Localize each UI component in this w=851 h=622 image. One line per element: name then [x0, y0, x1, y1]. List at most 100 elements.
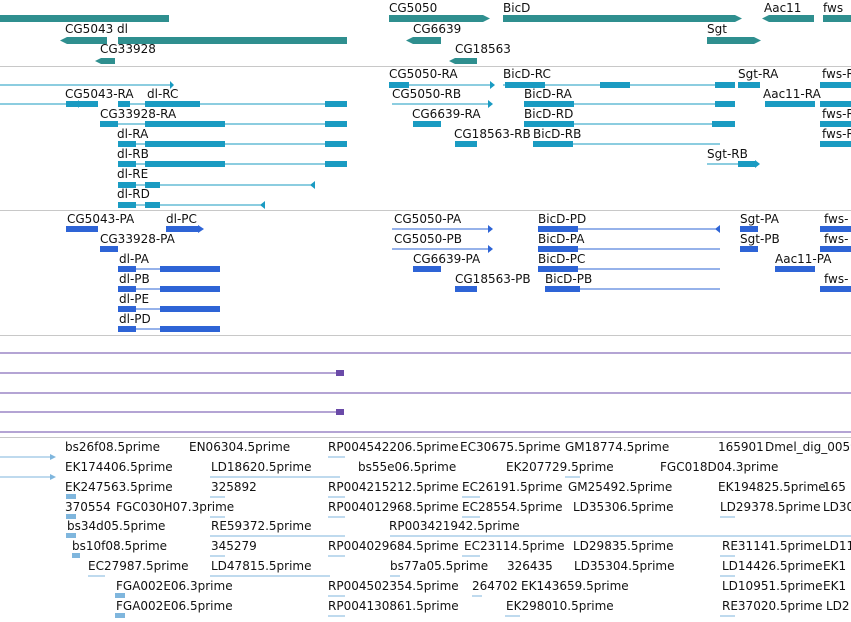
- est-label[interactable]: 326435: [507, 559, 553, 573]
- protein-label[interactable]: dl-PA: [119, 252, 149, 266]
- est-label[interactable]: bs10f08.5prime: [72, 539, 168, 553]
- est-label[interactable]: EK207729.5prime: [506, 460, 614, 474]
- est-label[interactable]: RE31141.5prime: [722, 539, 823, 553]
- gene-label[interactable]: fws: [823, 1, 844, 15]
- est-label[interactable]: LD30: [823, 500, 851, 514]
- est-label[interactable]: EK194825.5prime: [718, 480, 826, 494]
- est-label[interactable]: GM25492.5prime: [568, 480, 673, 494]
- est-label[interactable]: LD29835.5prime: [573, 539, 674, 553]
- est-label[interactable]: EK1: [823, 579, 847, 593]
- transcript-label[interactable]: CG6639-RA: [412, 107, 481, 121]
- protein-label[interactable]: BicD-PD: [538, 212, 587, 226]
- est-label[interactable]: RP004542206.5prime: [328, 440, 459, 454]
- protein-label[interactable]: CG5043-PA: [67, 212, 135, 226]
- est-label[interactable]: Dmel_dig_0059: [765, 440, 851, 454]
- est-label[interactable]: LD18620.5prime: [211, 460, 312, 474]
- est-label[interactable]: EC27987.5prime: [88, 559, 189, 573]
- gene-label[interactable]: CG18563: [455, 42, 511, 56]
- est-label[interactable]: EK247563.5prime: [65, 480, 173, 494]
- transcript-label[interactable]: dl-RC: [147, 87, 179, 101]
- gene-bar-bicd[interactable]: [503, 15, 735, 22]
- protein-label[interactable]: fws-: [824, 272, 849, 286]
- protein-label[interactable]: Sgt-PB: [740, 232, 780, 246]
- transcript-label[interactable]: CG5043-RA: [65, 87, 134, 101]
- est-label[interactable]: RP004029684.5prime: [328, 539, 459, 553]
- protein-label[interactable]: CG33928-PA: [100, 232, 175, 246]
- gene-label[interactable]: Sgt: [707, 22, 727, 36]
- gene-label[interactable]: BicD: [503, 1, 531, 15]
- est-label[interactable]: 165901: [718, 440, 764, 454]
- gene-bar-fws[interactable]: [823, 15, 851, 22]
- est-label[interactable]: FGC018D04.3prime: [660, 460, 779, 474]
- est-label[interactable]: RE59372.5prime: [211, 519, 312, 533]
- gene-bar-cg5043[interactable]: [67, 37, 107, 44]
- est-label[interactable]: RP004502354.5prime: [328, 579, 459, 593]
- gene-bar-cg6639[interactable]: [413, 37, 441, 44]
- protein-label[interactable]: fws-: [824, 232, 849, 246]
- protein-label[interactable]: BicD-PB: [545, 272, 593, 286]
- est-label[interactable]: RE37020.5prime: [722, 599, 823, 613]
- est-label[interactable]: EC26191.5prime: [462, 480, 563, 494]
- est-label[interactable]: GM18774.5prime: [565, 440, 670, 454]
- transcript-label[interactable]: BicD-RA: [524, 87, 572, 101]
- protein-label[interactable]: CG18563-PB: [455, 272, 531, 286]
- protein-label[interactable]: dl-PB: [119, 272, 150, 286]
- est-label[interactable]: LD35306.5prime: [573, 500, 674, 514]
- protein-label[interactable]: CG5050-PA: [394, 212, 462, 226]
- gene-bar-left[interactable]: [0, 15, 169, 22]
- est-label[interactable]: LD10951.5prime: [722, 579, 823, 593]
- transcript-label[interactable]: BicD-RC: [503, 67, 551, 81]
- transcript-label[interactable]: Aac11-RA: [763, 87, 821, 101]
- protein-label[interactable]: fws-: [824, 212, 849, 226]
- gene-bar-cg18563[interactable]: [455, 58, 477, 64]
- est-label[interactable]: LD2: [826, 599, 850, 613]
- transcript-label[interactable]: dl-RA: [117, 127, 149, 141]
- gene-label[interactable]: Aac11: [764, 1, 802, 15]
- gene-bar-sgt[interactable]: [707, 37, 754, 44]
- est-label[interactable]: RP003421942.5prime: [389, 519, 520, 533]
- transcript-label[interactable]: fws-R: [822, 67, 851, 81]
- transcript-label[interactable]: CG5050-RB: [392, 87, 462, 101]
- gene-label[interactable]: CG33928: [100, 42, 156, 56]
- gene-label[interactable]: CG6639: [413, 22, 462, 36]
- protein-label[interactable]: BicD-PC: [538, 252, 586, 266]
- est-label[interactable]: 345279: [211, 539, 257, 553]
- est-label[interactable]: EN06304.5prime: [189, 440, 291, 454]
- transcript-label[interactable]: dl-RD: [117, 187, 150, 201]
- est-label[interactable]: 370554: [65, 500, 111, 514]
- transcript-label[interactable]: Sgt-RA: [738, 67, 779, 81]
- est-label[interactable]: EK174406.5prime: [65, 460, 173, 474]
- est-label[interactable]: EK1: [823, 559, 847, 573]
- protein-label[interactable]: dl-PC: [166, 212, 197, 226]
- gene-bar-cg5050[interactable]: [389, 15, 483, 22]
- est-label[interactable]: FGA002E06.3prime: [116, 579, 233, 593]
- est-label[interactable]: bs34d05.5prime: [67, 519, 166, 533]
- transcript-label[interactable]: BicD-RD: [524, 107, 574, 121]
- est-label[interactable]: EK298010.5prime: [506, 599, 614, 613]
- protein-label[interactable]: CG5050-PB: [394, 232, 463, 246]
- est-label[interactable]: bs26f08.5prime: [65, 440, 161, 454]
- est-label[interactable]: EC30675.5prime: [460, 440, 561, 454]
- est-label[interactable]: RP004130861.5prime: [328, 599, 459, 613]
- protein-label[interactable]: CG6639-PA: [413, 252, 481, 266]
- est-label[interactable]: LD47815.5prime: [211, 559, 312, 573]
- transcript-label[interactable]: dl-RB: [117, 147, 149, 161]
- est-label[interactable]: LD35304.5prime: [574, 559, 675, 573]
- est-label[interactable]: 264702: [472, 579, 518, 593]
- est-label[interactable]: FGC030H07.3prime: [116, 500, 235, 514]
- transcript-label[interactable]: fws-R: [822, 127, 851, 141]
- est-label[interactable]: LD11: [823, 539, 851, 553]
- est-label[interactable]: EC28554.5prime: [462, 500, 563, 514]
- transcript-label[interactable]: CG33928-RA: [100, 107, 177, 121]
- gene-label[interactable]: CG5043 dl: [65, 22, 128, 36]
- protein-label[interactable]: BicD-PA: [538, 232, 585, 246]
- est-label[interactable]: bs77a05.5prime: [390, 559, 489, 573]
- gene-bar-aac11[interactable]: [769, 15, 814, 22]
- est-label[interactable]: FGA002E06.5prime: [116, 599, 233, 613]
- protein-label[interactable]: dl-PE: [119, 292, 150, 306]
- transcript-label[interactable]: Sgt-RB: [707, 147, 748, 161]
- est-label[interactable]: LD14426.5prime: [722, 559, 823, 573]
- transcript-label[interactable]: fws-R: [822, 107, 851, 121]
- transcript-label[interactable]: dl-RE: [117, 167, 149, 181]
- est-label[interactable]: bs55e06.5prime: [358, 460, 457, 474]
